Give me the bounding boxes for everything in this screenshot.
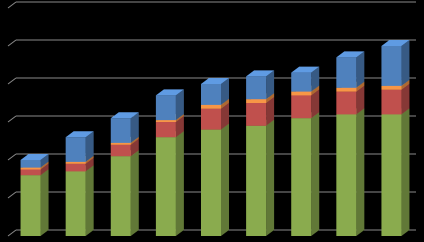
bar-side bbox=[311, 85, 320, 96]
bar-side bbox=[85, 157, 94, 172]
bar-side bbox=[221, 123, 229, 236]
bar bbox=[20, 175, 41, 236]
grid-line-side bbox=[7, 1, 17, 9]
bar bbox=[20, 167, 41, 170]
bar-side bbox=[266, 70, 275, 100]
bar bbox=[381, 89, 402, 115]
bar-top bbox=[246, 70, 275, 77]
grid-line-side bbox=[7, 191, 17, 199]
bar-side bbox=[311, 112, 320, 236]
bar-side bbox=[356, 81, 365, 92]
bar-side bbox=[85, 165, 94, 236]
bar bbox=[336, 57, 357, 88]
bar-top bbox=[201, 78, 229, 84]
bar bbox=[336, 114, 357, 236]
bar bbox=[246, 103, 267, 126]
grid-line-side bbox=[7, 39, 17, 47]
bar bbox=[20, 160, 41, 168]
bar-side bbox=[85, 155, 94, 164]
bar bbox=[65, 137, 86, 162]
bar bbox=[155, 120, 176, 122]
bar bbox=[336, 91, 357, 115]
bar-side bbox=[85, 131, 94, 162]
bar bbox=[20, 169, 41, 176]
bar-side bbox=[221, 98, 229, 109]
grid-line-side bbox=[7, 115, 17, 123]
bar-top bbox=[65, 131, 94, 138]
bar bbox=[110, 156, 131, 236]
bar bbox=[110, 142, 131, 145]
bar-side bbox=[40, 161, 49, 170]
bar-side bbox=[175, 89, 184, 121]
bar-side bbox=[401, 83, 410, 115]
bar bbox=[201, 104, 221, 109]
bar bbox=[246, 99, 267, 103]
bar-side bbox=[356, 108, 365, 236]
bar bbox=[110, 144, 131, 157]
bar bbox=[65, 163, 86, 172]
bar bbox=[246, 125, 267, 236]
bar-side bbox=[130, 112, 139, 143]
bar-side bbox=[40, 154, 49, 168]
bar-side bbox=[175, 116, 184, 138]
bar-side bbox=[356, 51, 365, 88]
grid-line-side bbox=[7, 153, 17, 161]
bar-side bbox=[311, 89, 320, 119]
bar bbox=[381, 46, 402, 86]
bar-top bbox=[110, 112, 139, 119]
bar bbox=[291, 91, 312, 96]
grid-line-side bbox=[7, 77, 17, 85]
bar bbox=[201, 129, 221, 236]
bar bbox=[291, 95, 312, 119]
bar-top bbox=[291, 66, 320, 73]
bar-side bbox=[311, 66, 320, 92]
bar bbox=[246, 76, 267, 100]
bar-side bbox=[130, 136, 139, 145]
bar-side bbox=[221, 78, 229, 105]
bar-side bbox=[175, 114, 184, 122]
bar-side bbox=[130, 138, 139, 157]
bar bbox=[155, 122, 176, 138]
bar-side bbox=[40, 169, 49, 236]
bar-side bbox=[266, 93, 275, 103]
bar-side bbox=[40, 163, 49, 176]
bar-side bbox=[130, 150, 139, 236]
bar-top bbox=[20, 154, 49, 160]
bar-side bbox=[356, 85, 365, 115]
bar-side bbox=[401, 108, 410, 236]
bar bbox=[336, 87, 357, 92]
bar bbox=[381, 85, 402, 90]
bar-top bbox=[381, 40, 410, 46]
bar-side bbox=[401, 40, 410, 86]
bar-side bbox=[266, 119, 275, 236]
bar-top bbox=[336, 51, 365, 58]
bar bbox=[155, 137, 176, 236]
bar bbox=[201, 108, 221, 130]
bar bbox=[201, 84, 221, 105]
bar-side bbox=[175, 131, 184, 236]
bar bbox=[381, 114, 402, 236]
bar bbox=[155, 95, 176, 121]
bar bbox=[65, 161, 86, 164]
bar bbox=[65, 171, 86, 236]
grid-line-side bbox=[7, 229, 17, 237]
bar bbox=[291, 118, 312, 236]
bar-side bbox=[401, 79, 410, 90]
bar-top bbox=[155, 89, 184, 96]
bar bbox=[291, 72, 312, 92]
bar-side bbox=[221, 102, 229, 130]
bar-side bbox=[266, 97, 275, 126]
bar bbox=[110, 118, 131, 143]
